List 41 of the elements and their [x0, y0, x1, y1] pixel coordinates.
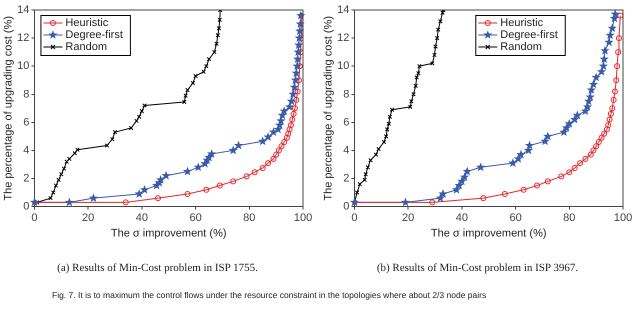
y-axis-title: The percentage of upgrading cost (%) — [322, 16, 335, 201]
y-tick-label: 0 — [343, 200, 350, 213]
y-tick-label: 12 — [17, 32, 30, 44]
y-tick-label: 10 — [337, 60, 350, 72]
text: (b) Results of Min-Cost problem in ISP 3967. — [376, 262, 580, 274]
y-tick-label: 8 — [23, 88, 30, 100]
y-tick-label: 14 — [17, 4, 30, 16]
caption: Fig. 7. It is to maximum the control flows under the resource constraint in the topologies where about 2/3 node pairs — [52, 290, 488, 300]
x-axis-title: The σ improvement (%) — [430, 227, 547, 240]
x-tick-label: 100 — [294, 212, 312, 224]
y-tick-label: 10 — [17, 60, 30, 72]
x-tick-label: 0 — [351, 212, 358, 224]
y-tick-label: 4 — [23, 144, 30, 156]
x-tick-label: 80 — [563, 212, 576, 224]
legend-label: Heuristic — [65, 17, 109, 30]
text: (a) Results of Min-Cost problem in ISP 1755. — [56, 262, 259, 274]
y-tick-label: 0 — [23, 200, 30, 213]
y-tick-label: 12 — [337, 32, 350, 44]
y-axis-title: The percentage of upgrading cost (%) — [2, 16, 15, 201]
y-tick-label: 6 — [343, 116, 350, 128]
legend-label: Degree-first — [65, 29, 123, 42]
x-tick-label: 100 — [614, 212, 632, 224]
x-tick-label: 40 — [456, 212, 468, 224]
y-tick-label: 14 — [337, 4, 350, 16]
y-tick-label: 2 — [23, 172, 30, 185]
y-tick-label: 6 — [23, 116, 30, 128]
legend-label: Random — [500, 41, 542, 54]
x-axis-title: The σ improvement (%) — [110, 227, 227, 240]
x-tick-label: 60 — [189, 212, 202, 224]
legend-label: Heuristic — [500, 17, 544, 30]
y-tick-label: 8 — [343, 88, 350, 100]
x-tick-label: 60 — [509, 212, 522, 224]
x-tick-label: 20 — [402, 212, 414, 224]
x-tick-label: 80 — [243, 212, 256, 224]
y-tick-label: 4 — [343, 144, 350, 156]
x-tick-label: 20 — [82, 212, 94, 224]
y-tick-label: 2 — [343, 172, 350, 185]
legend-label: Degree-first — [500, 29, 558, 42]
x-tick-label: 40 — [136, 212, 148, 224]
legend-label: Random — [65, 41, 108, 54]
x-tick-label: 0 — [31, 212, 38, 224]
